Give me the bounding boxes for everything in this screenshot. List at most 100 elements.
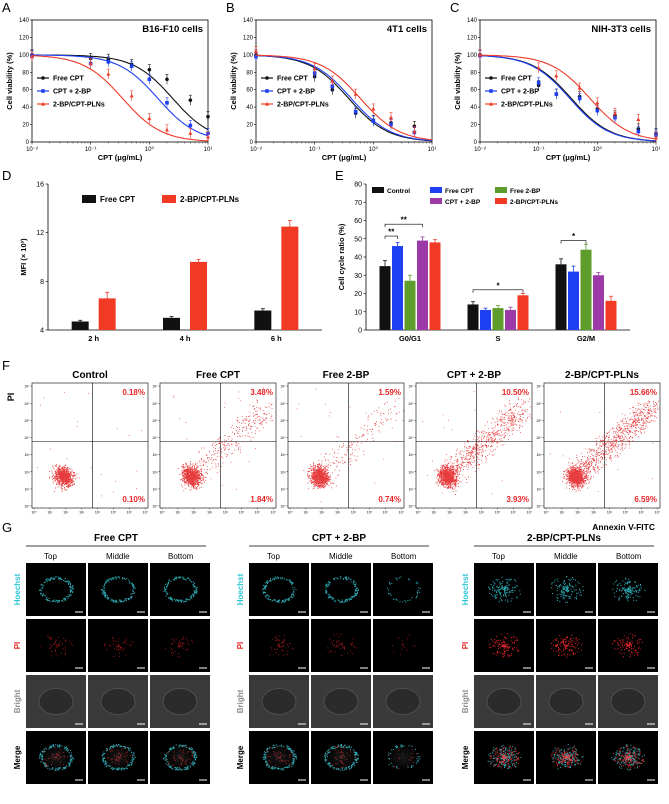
flow-tick-label: 10⁰ <box>287 511 293 515</box>
flow-tick-label: 10² <box>191 511 197 515</box>
data-point <box>165 77 169 82</box>
flow-tick-label: 10³ <box>335 511 341 515</box>
x-tick-label: 6 h <box>271 334 282 343</box>
flow-plot-title: CPT + 2-BP <box>447 370 502 381</box>
flow-tick-label: 10⁶ <box>511 511 517 515</box>
bar-1-2 <box>281 226 299 330</box>
flow-tick-label: 10² <box>575 511 581 515</box>
y-tick-label: 20 <box>470 123 477 129</box>
flow-tick-label: 10⁶ <box>280 402 286 406</box>
legend-label: 2-BP/CPT-PLNs <box>180 195 240 204</box>
flow-tick-label: 10¹ <box>152 487 158 491</box>
spheroid-bright <box>323 688 359 715</box>
data-point <box>206 114 210 119</box>
micrograph-frame <box>311 563 371 616</box>
sig-bracket-2-label: ** <box>401 216 408 225</box>
flow-plot-frame <box>415 382 533 509</box>
legend-label: Free 2-BP <box>510 188 541 195</box>
flow-y-label: PI <box>6 393 16 402</box>
data-point <box>147 116 152 121</box>
legend-label: 2-BP/CPT-PLNs <box>510 199 558 206</box>
y-tick-label: 40 <box>354 255 362 262</box>
flow-tick-label: 10⁵ <box>24 419 30 423</box>
row-label: Hoechst <box>461 573 470 605</box>
flow-tick-label: 10² <box>536 470 542 474</box>
data-point <box>188 131 193 135</box>
micrograph-frame <box>311 619 371 672</box>
flow-tick-label: 10⁰ <box>408 505 414 509</box>
spheroid-bright <box>486 688 522 715</box>
data-point <box>147 67 152 72</box>
data-point <box>595 108 600 113</box>
flow-tick-label: 10³ <box>24 453 30 457</box>
flow-plot-title: Free 2-BP <box>323 370 370 381</box>
legend-label: Free CPT <box>100 195 135 204</box>
flow-tick-label: 10⁷ <box>143 511 149 515</box>
data-point <box>206 134 210 139</box>
flow-plot-title: Control <box>72 370 108 381</box>
flow-tick-label: 10³ <box>591 511 597 515</box>
y-tick-label: 16 <box>36 182 44 189</box>
flow-tick-label: 10⁶ <box>639 511 645 515</box>
sig-bracket-3 <box>472 289 524 293</box>
flow-tick-label: 10² <box>152 470 158 474</box>
merge-overlay <box>262 744 296 771</box>
y-tick-label: 30 <box>354 273 362 280</box>
micrograph-2-3-2 <box>598 731 658 784</box>
spheroid-bright <box>38 688 74 715</box>
micrograph-1-2-2 <box>373 675 433 728</box>
y-tick-label: 40 <box>22 105 29 111</box>
fit-curve-2 <box>31 55 209 142</box>
y-tick-label: 80 <box>354 182 362 189</box>
x-tick-label: 10⁰ <box>593 146 603 153</box>
y-tick-label: 80 <box>470 70 477 76</box>
legend-label: Free CPT <box>501 76 532 83</box>
chart-e: 0 10 20 30 40 50 60 70 80 Cell cycle ratio (%) G0/… <box>337 182 630 343</box>
merge-overlay <box>324 744 358 771</box>
y-tick-label: 4 <box>40 328 44 335</box>
hoechst-signal <box>488 576 521 603</box>
flow-tick-label: 10⁷ <box>536 385 542 389</box>
bar-0-2 <box>555 264 567 330</box>
data-point <box>330 84 335 89</box>
y-tick-label: 120 <box>467 35 478 41</box>
group-title-0: Free CPT <box>94 533 138 544</box>
sig-bracket-4 <box>560 240 587 244</box>
flow-tick-label: 10² <box>63 511 69 515</box>
row-label: Merge <box>13 745 22 769</box>
micrograph-0-3-1 <box>88 731 148 784</box>
micrograph-1-0-0 <box>249 563 309 616</box>
panel-letter-a: A <box>2 0 11 15</box>
bar-4-2 <box>605 300 617 330</box>
micrograph-2-2-2 <box>598 675 658 728</box>
legend-marker <box>489 101 493 106</box>
flow-tick-label: 10² <box>280 470 286 474</box>
row-label: Hoechst <box>236 573 245 605</box>
y-tick-label: 140 <box>19 18 30 24</box>
lower-right-percent: 0.10% <box>122 495 145 504</box>
flow-tick-label: 10⁷ <box>399 511 405 515</box>
pi-signal <box>391 634 417 656</box>
x-tick-label: 10⁻² <box>250 147 262 153</box>
flow-tick-label: 10⁴ <box>536 436 542 440</box>
data-point <box>254 54 258 59</box>
cell-population <box>37 391 144 498</box>
plot-frame <box>31 19 209 143</box>
data-point <box>636 129 641 134</box>
flow-tick-label: 10³ <box>207 511 213 515</box>
bar-4-0 <box>429 242 441 330</box>
y-tick-label: 60 <box>470 88 477 94</box>
data-point <box>389 122 393 127</box>
micrograph-2-0-0 <box>474 563 534 616</box>
y-tick-label: 40 <box>246 105 253 111</box>
bar-3-2 <box>593 275 604 330</box>
micrograph-1-1-2 <box>373 619 433 672</box>
flow-tick-label: 10⁴ <box>351 511 357 515</box>
y-tick-label: 20 <box>246 123 253 129</box>
legend-swatch <box>162 195 176 203</box>
legend-label: Free CPT <box>445 188 474 195</box>
data-point <box>595 100 600 105</box>
